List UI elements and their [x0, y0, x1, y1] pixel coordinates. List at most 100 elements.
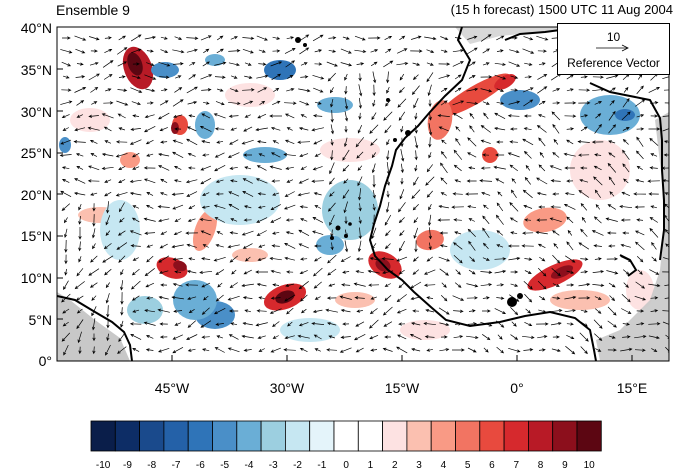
wind-vector	[258, 49, 266, 53]
wind-vector	[257, 257, 266, 261]
wind-vector	[300, 257, 308, 261]
wind-vector	[284, 294, 296, 302]
wind-vector	[161, 88, 168, 92]
wind-vector	[651, 256, 657, 262]
colorbar-tick-label: 9	[562, 460, 568, 471]
wind-vector	[61, 88, 72, 92]
wind-vector	[564, 309, 576, 313]
wind-vector	[414, 136, 419, 149]
wind-vector	[330, 229, 334, 238]
wind-vector	[358, 203, 362, 212]
wind-vector	[521, 244, 534, 248]
wind-vector	[440, 36, 449, 41]
wind-vector	[385, 99, 391, 107]
wind-vector	[327, 321, 337, 326]
wind-vector	[129, 322, 142, 326]
wind-vector	[186, 243, 197, 248]
wind-vector	[634, 230, 645, 236]
wind-vector	[146, 255, 154, 263]
wind-vector	[75, 48, 86, 54]
wind-vector	[647, 179, 660, 183]
wind-vector	[78, 256, 82, 263]
wind-vector	[538, 309, 547, 313]
wind-vector	[523, 150, 532, 159]
wind-vector	[466, 283, 479, 288]
wind-vector	[188, 74, 196, 80]
wind-vector	[439, 244, 448, 248]
wind-vector	[522, 48, 535, 54]
anomaly-blob	[232, 248, 268, 262]
wind-vector	[187, 296, 197, 301]
wind-vector	[495, 153, 505, 157]
wind-vector	[311, 127, 324, 132]
wind-vector	[411, 85, 420, 96]
wind-vector	[159, 243, 168, 249]
wind-vector	[382, 306, 393, 316]
wind-vector	[580, 202, 588, 211]
wind-vector	[284, 48, 296, 54]
wind-vector	[115, 192, 128, 197]
colorbar-tick-label: 1	[367, 460, 374, 471]
wind-vector	[298, 322, 309, 327]
wind-vector	[384, 243, 391, 250]
wind-vector	[228, 62, 240, 67]
wind-vector	[620, 218, 631, 222]
wind-vector	[312, 114, 323, 118]
wind-vector	[594, 308, 602, 314]
wind-vector	[159, 192, 168, 196]
wind-vector	[537, 280, 547, 290]
wind-vector	[551, 348, 561, 353]
wind-vector	[454, 179, 461, 183]
wind-vector	[105, 215, 111, 226]
wind-vector	[522, 87, 534, 93]
wind-vector	[129, 191, 142, 196]
wind-vector	[284, 101, 297, 105]
wind-vector	[172, 282, 183, 287]
wind-vector	[399, 73, 405, 81]
wind-vector	[228, 101, 241, 106]
wind-vector	[452, 61, 464, 67]
wind-vector	[158, 61, 171, 67]
wind-vector	[428, 152, 432, 159]
wind-vector	[396, 61, 409, 66]
anomaly-blob	[171, 122, 179, 134]
wind-vector	[452, 295, 465, 301]
wind-vector	[104, 268, 112, 276]
wind-vector	[607, 320, 617, 328]
wind-vector	[578, 101, 591, 105]
wind-vector	[636, 114, 645, 118]
wind-vector	[228, 191, 240, 197]
wind-vector	[413, 176, 419, 186]
wind-vector	[117, 230, 126, 236]
colorbar-tick-label: -3	[268, 460, 278, 471]
wind-vector	[664, 228, 669, 235]
wind-vector	[594, 153, 602, 157]
wind-vector	[131, 217, 140, 223]
wind-vector	[623, 178, 629, 184]
wind-vector	[103, 101, 114, 105]
wind-vector	[550, 321, 562, 326]
wind-vector	[636, 218, 644, 222]
wind-vector	[594, 257, 602, 261]
wind-vector	[634, 334, 647, 339]
wind-vector	[608, 152, 616, 158]
wind-vector	[648, 127, 661, 131]
wind-vector	[199, 270, 213, 275]
wind-vector	[344, 216, 348, 225]
lon-label-15w: 15°W	[384, 380, 420, 396]
wind-vector	[634, 205, 645, 209]
wind-vector	[622, 138, 629, 145]
wind-vector	[480, 125, 491, 133]
wind-vector	[228, 114, 239, 118]
wind-vector	[343, 201, 348, 214]
wind-vector	[386, 190, 390, 198]
wind-vector	[78, 203, 82, 211]
wind-vector	[496, 101, 505, 105]
wind-vector	[61, 293, 71, 303]
wind-vector	[60, 100, 73, 105]
wind-vector	[160, 36, 168, 40]
wind-vector	[494, 308, 507, 314]
wind-vector	[565, 255, 576, 263]
wind-vector	[89, 61, 99, 66]
wind-vector	[160, 49, 169, 53]
